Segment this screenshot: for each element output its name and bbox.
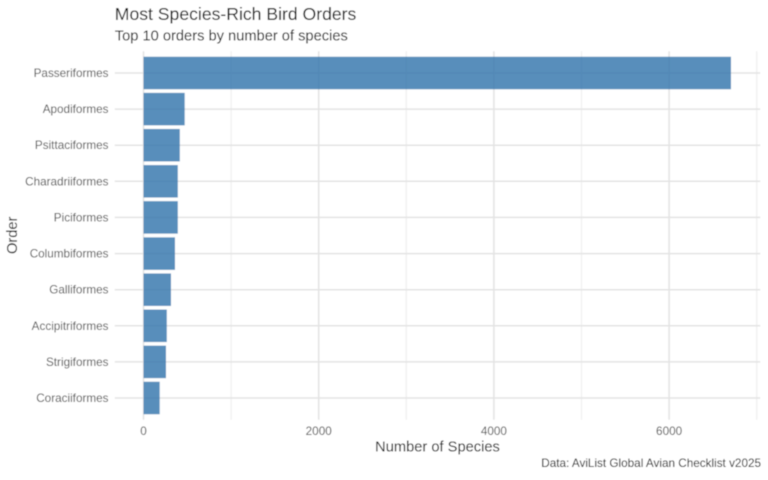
svg-text:Charadriiformes: Charadriiformes: [25, 175, 108, 188]
svg-text:Coraciiformes: Coraciiformes: [36, 392, 108, 405]
svg-text:Accipitriformes: Accipitriformes: [32, 320, 109, 333]
svg-text:Top 10 orders by number of spe: Top 10 orders by number of species: [115, 28, 348, 44]
svg-text:Galliformes: Galliformes: [49, 284, 108, 297]
svg-text:Order: Order: [5, 216, 21, 254]
svg-text:Psittaciformes: Psittaciformes: [35, 139, 109, 152]
svg-text:2000: 2000: [306, 425, 333, 438]
svg-text:Most Species-Rich Bird Orders: Most Species-Rich Bird Orders: [115, 4, 357, 24]
svg-text:Columbiformes: Columbiformes: [30, 248, 109, 261]
svg-text:Number of Species: Number of Species: [375, 440, 500, 456]
svg-text:0: 0: [140, 425, 147, 438]
svg-text:Data: AviList Global Avian Che: Data: AviList Global Avian Checklist v20…: [541, 457, 761, 470]
svg-text:Passeriformes: Passeriformes: [34, 67, 109, 80]
svg-text:Apodiformes: Apodiformes: [43, 103, 109, 116]
svg-text:4000: 4000: [481, 425, 508, 438]
svg-text:6000: 6000: [656, 425, 683, 438]
svg-text:Piciformes: Piciformes: [54, 211, 109, 224]
svg-text:Strigiformes: Strigiformes: [46, 356, 109, 369]
